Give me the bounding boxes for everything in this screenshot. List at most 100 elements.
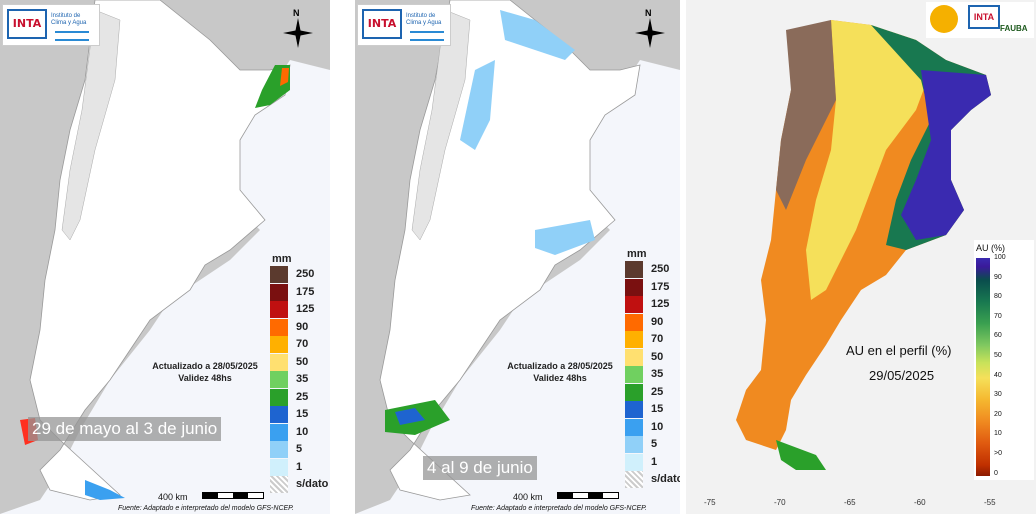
inta-logo-text: INTA [968, 5, 1000, 29]
legend-unit: mm [627, 248, 647, 260]
legend-row: s/dato [270, 476, 330, 493]
legend-label: 90 [296, 320, 309, 333]
au-tick-label: 80 [994, 293, 1002, 301]
legend-row: 10 [270, 423, 330, 441]
au-tick-label: 60 [994, 332, 1002, 340]
legend-label: 25 [296, 390, 309, 403]
legend-label: 10 [651, 420, 664, 433]
institute-logo-icon [930, 5, 958, 33]
institute-name: Instituto de Clima y Agua [406, 13, 442, 26]
precip-map-panel-1: INTA Instituto de Clima y Agua N mm 250 1… [0, 0, 330, 514]
update-info: Actualizado a 28/05/2025 Validez 48hs [495, 360, 625, 384]
legend-label: 50 [296, 355, 309, 368]
legend-row: 10 [625, 418, 680, 436]
legend-label: 5 [651, 438, 658, 450]
north-label: N [645, 8, 652, 18]
legend-label: 250 [651, 263, 670, 275]
legend-label: 90 [651, 315, 664, 328]
precip-map-panel-2: INTA Instituto de Clima y Agua N mm 250 1… [355, 0, 680, 514]
au-no-data-andes [776, 20, 836, 210]
legend-label: 10 [296, 425, 309, 438]
au-tick-label: 0 [994, 469, 998, 477]
legend-swatch [270, 441, 288, 458]
legend-swatch [270, 458, 288, 476]
validity: Validez 48hs [178, 373, 232, 383]
legend-row: 1 [270, 458, 330, 476]
precip-legend: mm 250 175 125 90 70 50 35 25 15 10 5 1 s/dato [270, 253, 330, 493]
legend-label: 25 [651, 385, 664, 398]
au-tick-label: 10 [994, 430, 1002, 438]
rain-patch-north [500, 10, 575, 60]
legend-swatch [625, 436, 643, 453]
legend-swatch [270, 283, 288, 301]
legend-label: 1 [296, 460, 303, 473]
legend-swatch [270, 353, 288, 371]
legend-label: 125 [296, 303, 315, 315]
institute-name: Instituto de Clima y Agua [51, 13, 87, 26]
legend-swatch [270, 388, 288, 406]
rain-patch-andes [460, 60, 495, 150]
no-data-area [61, 9, 121, 241]
au-tick-label: 50 [994, 352, 1002, 359]
legend-row: 250 [270, 266, 330, 283]
au-tick-label: 30 [994, 391, 1002, 399]
legend-swatch [625, 453, 643, 471]
legend-row: 90 [625, 313, 680, 331]
updated-date: Actualizado a 28/05/2025 [152, 361, 258, 371]
x-axis-tick: -55 [984, 498, 996, 507]
fauba-logo-text: FAUBA [1000, 24, 1028, 33]
x-axis-tick: -70 [774, 498, 786, 507]
map-3 [736, 20, 991, 470]
rain-patch-northeast-core [280, 68, 289, 86]
legend-label: 35 [651, 368, 664, 380]
inta-logo-text: INTA [362, 9, 402, 39]
map-2 [355, 0, 680, 514]
rain-patch-south-core [395, 408, 425, 425]
legend-label: 35 [296, 373, 309, 385]
legend-row: 70 [270, 336, 330, 353]
x-axis-tick: -60 [914, 498, 926, 507]
legend-swatch [625, 383, 643, 401]
au-legend-title: AU (%) [976, 243, 1005, 253]
update-info: Actualizado a 28/05/2025 Validez 48hs [140, 360, 270, 384]
period-label: 29 de mayo al 3 de junio [28, 417, 222, 441]
source-note: Fuente: Adaptado e interpretado del mode… [471, 505, 647, 512]
legend-unit: mm [272, 253, 292, 265]
legend-label: 15 [651, 403, 664, 415]
inta-logo: INTA Instituto de Clima y Agua [357, 4, 451, 46]
legend-label: 1 [651, 455, 658, 468]
scale-label: 400 km [158, 492, 188, 502]
legend-label: 50 [651, 350, 664, 363]
legend-swatch [270, 476, 288, 493]
legend-swatch [270, 318, 288, 336]
au-tick-label: 20 [994, 410, 1002, 418]
legend-swatch [625, 418, 643, 436]
au-mid-band [806, 20, 931, 300]
au-south-patch [776, 440, 826, 470]
legend-swatch [625, 366, 643, 383]
legend-swatch [270, 301, 288, 318]
legend-label: s/dato [296, 478, 329, 490]
x-axis-tick: -75 [704, 498, 716, 507]
au-tick-label: 100 [994, 254, 1006, 261]
legend-swatch [625, 471, 643, 488]
legend-swatch [625, 401, 643, 418]
legend-row: 50 [625, 348, 680, 366]
legend-swatch [625, 278, 643, 296]
no-data-area [411, 9, 471, 241]
legend-row: 50 [270, 353, 330, 371]
north-label: N [293, 8, 300, 18]
legend-label: 70 [296, 338, 309, 350]
map-date: 29/05/2025 [869, 368, 935, 383]
legend-swatch [625, 331, 643, 348]
period-label: 4 al 9 de junio [423, 456, 537, 480]
wave-icon [55, 31, 89, 41]
legend-row: 175 [625, 278, 680, 296]
legend-row: 90 [270, 318, 330, 336]
source-note: Fuente: Adaptado e interpretado del mode… [118, 505, 294, 512]
updated-date: Actualizado a 28/05/2025 [507, 361, 613, 371]
scale-bar [202, 492, 264, 499]
legend-swatch [270, 423, 288, 441]
legend-swatch [625, 261, 643, 278]
legend-swatch [270, 406, 288, 423]
